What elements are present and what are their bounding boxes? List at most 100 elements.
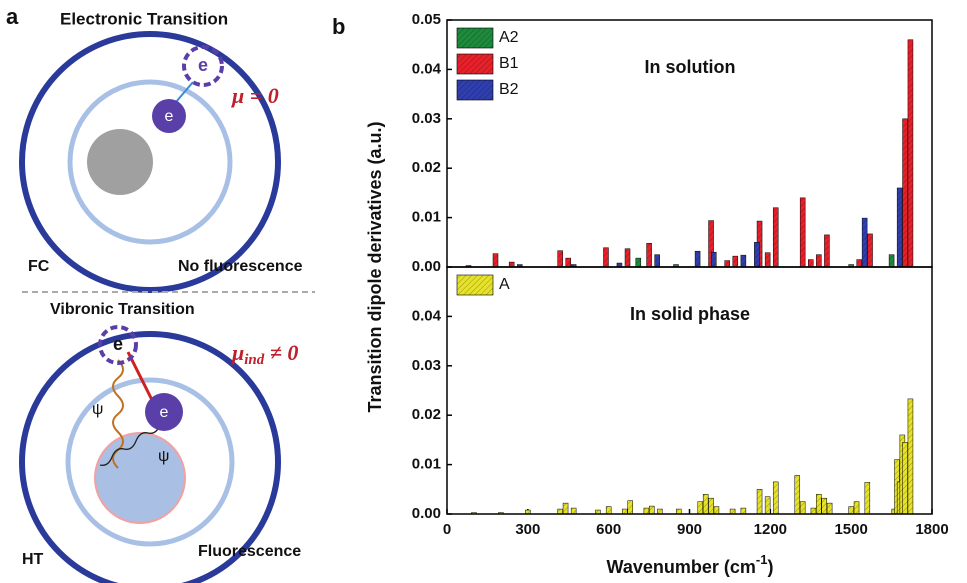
legend-label: A [499, 276, 510, 293]
bar [764, 252, 771, 268]
legend-swatch [456, 53, 494, 75]
bar [799, 197, 806, 268]
bar [902, 118, 908, 268]
electron [152, 99, 186, 133]
bar [861, 217, 868, 268]
state-label: HT [22, 551, 44, 568]
panel-b: b Transition dipole derivatives (a.u.) W… [332, 11, 949, 577]
bar [646, 243, 652, 268]
electron-label: e [113, 334, 123, 354]
inner-orbit [67, 79, 233, 245]
bar [853, 501, 860, 515]
y-tick-label: 0.04 [412, 60, 442, 77]
electron-label: e [165, 108, 174, 125]
x-tick-label: 900 [677, 521, 702, 538]
bar [654, 254, 660, 268]
bar [821, 497, 827, 515]
bar [764, 496, 771, 515]
annotation: In solution [645, 57, 736, 77]
bar [724, 260, 730, 268]
bar [907, 398, 914, 515]
legend-swatch [456, 27, 494, 49]
y-tick-label: 0.02 [412, 159, 441, 176]
bar [907, 39, 914, 268]
bar [711, 251, 717, 268]
bar [643, 507, 650, 515]
inner-orbit [65, 377, 235, 547]
electron-label: e [160, 404, 169, 421]
y-axis-label: Transition dipole derivatives (a.u.) [365, 121, 385, 412]
electron-origin [98, 325, 138, 365]
x-tick-label: 600 [596, 521, 621, 538]
bar [816, 254, 822, 268]
wave [99, 424, 161, 466]
electron-origin [182, 45, 224, 87]
outer-orbit [19, 31, 281, 293]
panel-a: a Electronic Transition e e μ = 0 FC No … [6, 4, 315, 583]
bar [605, 506, 612, 515]
bar [756, 489, 763, 515]
y-tick-label: 0.02 [412, 406, 441, 423]
bar [708, 497, 714, 515]
arrow [175, 81, 194, 103]
bar [799, 501, 806, 515]
bar [570, 507, 577, 515]
y-tick-label: 0.03 [412, 357, 441, 374]
state-label: FC [28, 258, 50, 275]
legend-label: B2 [499, 81, 519, 98]
plot-frame [446, 266, 933, 515]
diagram-title: Electronic Transition [60, 9, 228, 28]
bar [902, 442, 908, 515]
legend-label: B1 [499, 55, 519, 72]
y-tick-label: 0.05 [412, 11, 441, 28]
y-tick-label: 0.01 [412, 209, 441, 226]
x-tick-label: 1200 [754, 521, 787, 538]
y-tick-label: 0.00 [412, 505, 441, 522]
wave-label: ψ [92, 401, 103, 418]
bar [772, 481, 779, 515]
bar [772, 207, 779, 268]
diagram-title: Vibronic Transition [50, 301, 195, 318]
bar [557, 250, 563, 268]
y-tick-label: 0.03 [412, 110, 441, 127]
bar [740, 254, 747, 268]
bar [624, 248, 631, 268]
electron [145, 393, 183, 431]
x-axis-label: Wavenumber (cm-1) [607, 552, 774, 576]
outer-orbit [19, 331, 281, 583]
x-tick-label: 1500 [834, 521, 867, 538]
bar [740, 507, 747, 515]
panel-label: b [332, 14, 345, 39]
legend-swatch [456, 274, 494, 296]
bar [856, 259, 862, 268]
bar [824, 234, 830, 268]
nucleus [94, 432, 186, 524]
bar [603, 247, 609, 268]
bar [697, 501, 704, 515]
bar [702, 493, 709, 515]
x-tick-label: 300 [515, 521, 540, 538]
annotation: In solid phase [630, 304, 750, 324]
legend-swatch [456, 79, 494, 101]
bar [810, 507, 817, 515]
equation: μind ≠ 0 [231, 340, 298, 368]
wave-label: ψ [158, 448, 169, 465]
bar [826, 502, 833, 515]
bar [808, 259, 814, 268]
bar [867, 233, 873, 268]
result-label: Fluorescence [198, 543, 301, 560]
y-tick-label: 0.04 [412, 307, 442, 324]
equation: μ = 0 [231, 83, 279, 108]
electron-label: e [198, 55, 208, 75]
bar [816, 493, 822, 515]
bar [896, 187, 903, 268]
bar [627, 500, 633, 515]
result-label: No fluorescence [178, 258, 303, 275]
legend-label: A2 [499, 29, 519, 46]
y-tick-label: 0.01 [412, 456, 441, 473]
bar [732, 255, 739, 268]
bar [635, 257, 642, 268]
nucleus [87, 129, 153, 195]
panel-label: a [6, 4, 19, 29]
